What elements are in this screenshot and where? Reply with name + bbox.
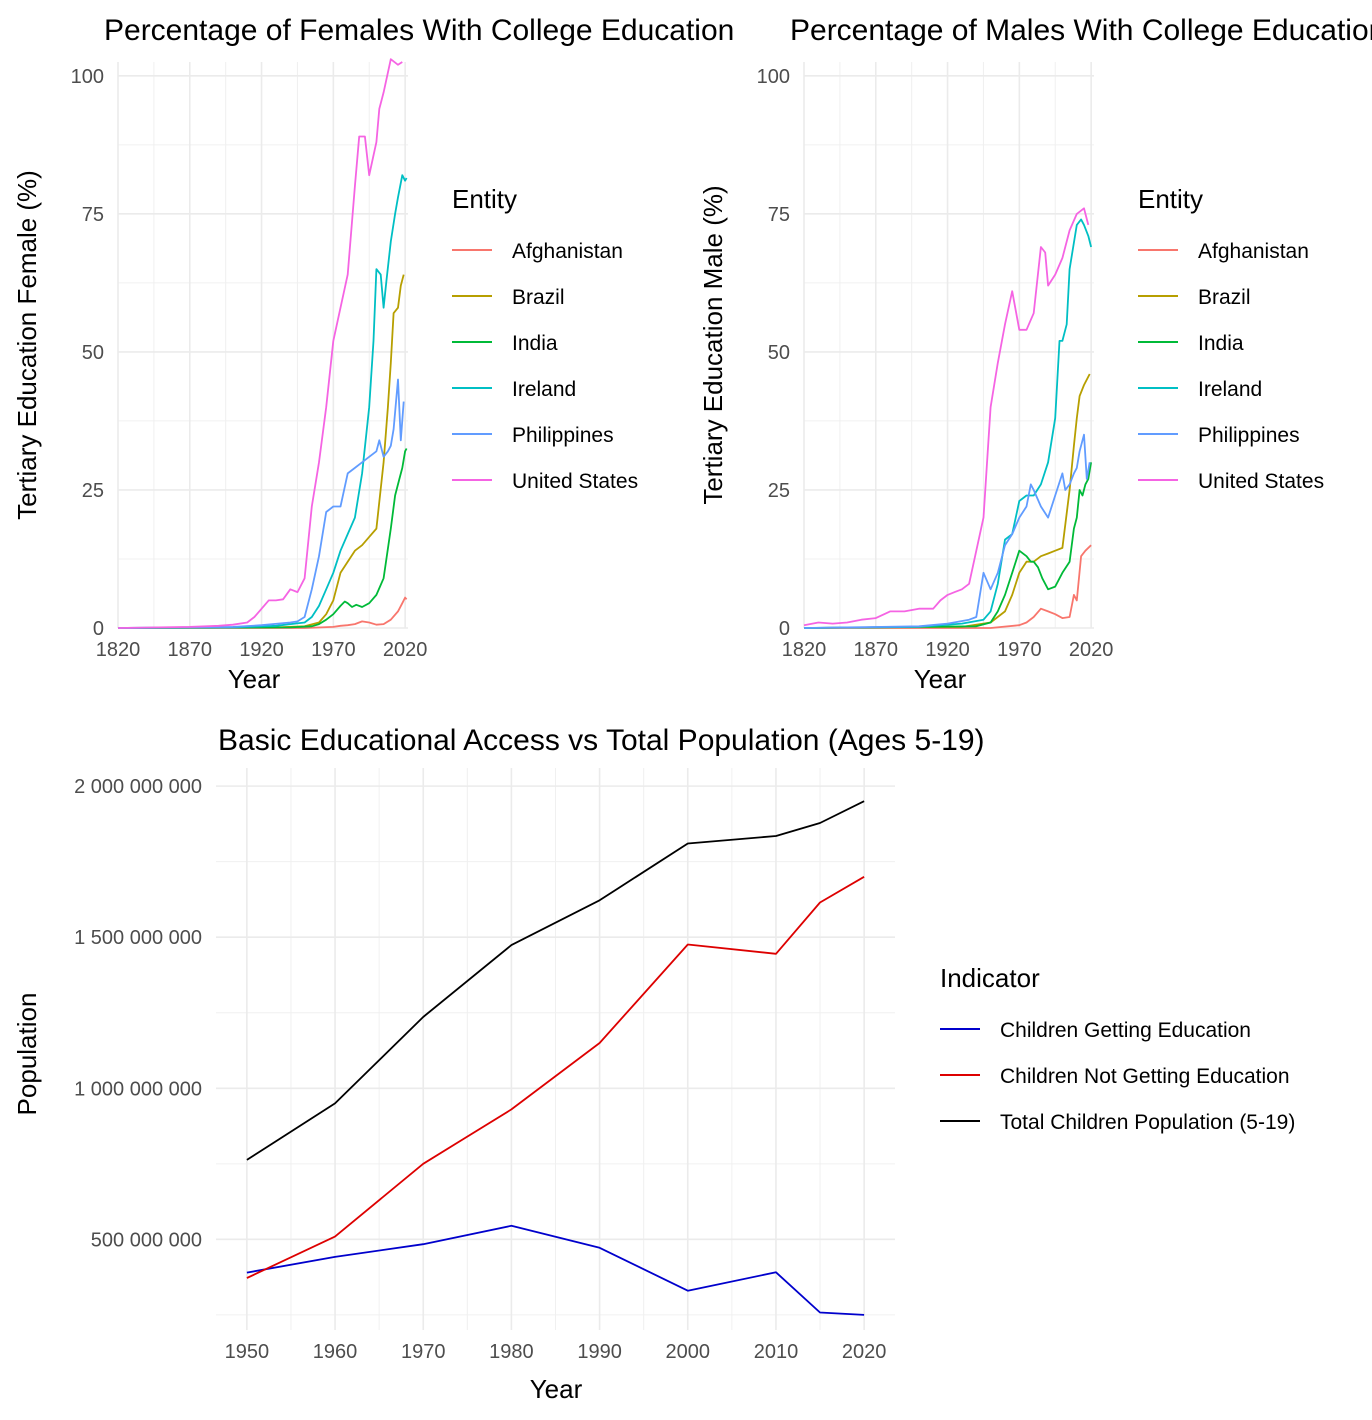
gridlines — [803, 62, 1094, 629]
x-tick-label: 1950 — [225, 1341, 270, 1363]
y-axis-title: Population — [12, 993, 42, 1116]
x-tick-label: 1820 — [782, 639, 827, 661]
y-axis-title: Tertiary Education Male (%) — [698, 185, 728, 504]
y-tick-label: 75 — [82, 204, 104, 226]
x-axis-title: Year — [530, 1374, 583, 1404]
x-tick-label: 1970 — [311, 639, 356, 661]
chart-3: 1950 1960 1970 1980 1990 2000 2010 2020 500 000 … — [12, 724, 1295, 1404]
x-tick-label: 1920 — [925, 639, 970, 661]
x-tick-label: 1870 — [854, 639, 899, 661]
y-tick-label: 0 — [93, 618, 104, 640]
x-tick-label: 2000 — [666, 1341, 711, 1363]
x-tick-label: 1870 — [168, 639, 213, 661]
series-group — [803, 207, 1092, 629]
y-tick-label: 500 000 000 — [91, 1229, 202, 1251]
legend-label: Afghanistan — [512, 240, 623, 263]
x-tick-label: 1970 — [401, 1341, 446, 1363]
y-tick-label: 75 — [768, 204, 790, 226]
gridlines — [216, 768, 895, 1330]
chart-title: Basic Educational Access vs Total Popula… — [218, 724, 985, 757]
series-line-india — [117, 448, 408, 629]
legend: Entity Afghanistan Brazil India Ireland Phili… — [452, 184, 638, 493]
legend-label: Afghanistan — [1198, 240, 1309, 263]
x-tick-label: 2020 — [1069, 639, 1114, 661]
legend-label: India — [1198, 332, 1244, 355]
y-axis-title: Tertiary Education Female (%) — [12, 170, 42, 520]
legend-label: United States — [512, 470, 638, 493]
x-tick-label: 2010 — [754, 1341, 799, 1363]
legend-label: Philippines — [1198, 424, 1300, 447]
y-tick-label: 1 000 000 000 — [74, 1078, 202, 1100]
legend-label: Children Not Getting Education — [1000, 1065, 1290, 1088]
x-tick-label: 2020 — [842, 1341, 887, 1363]
y-tick-label: 0 — [779, 618, 790, 640]
x-tick-label: 2020 — [383, 639, 428, 661]
series-group — [117, 58, 408, 629]
y-tick-label: 100 — [71, 66, 104, 88]
x-tick-label: 1820 — [96, 639, 141, 661]
series-line-brazil — [803, 373, 1091, 629]
series-line-philippines — [117, 378, 405, 629]
legend-label: Total Children Population (5-19) — [1000, 1111, 1295, 1134]
x-axis-title: Year — [228, 664, 281, 694]
legend-label: Philippines — [512, 424, 614, 447]
y-tick-label: 25 — [768, 480, 790, 502]
series-line-ireland — [117, 174, 408, 629]
series-line-philippines — [803, 433, 1091, 629]
legend: Indicator Children Getting Education Child… — [940, 963, 1295, 1134]
legend-label: United States — [1198, 470, 1324, 493]
x-axis-title: Year — [914, 664, 967, 694]
legend-label: Brazil — [512, 286, 565, 309]
series-line-united-states — [117, 58, 403, 629]
series-line-india — [803, 462, 1092, 629]
chart-1: 1820 1870 1920 1970 2020 0 25 50 75 100Percentage… — [12, 14, 734, 694]
legend-label: Ireland — [1198, 378, 1262, 401]
y-tick-label: 25 — [82, 480, 104, 502]
x-tick-label: 1920 — [239, 639, 284, 661]
legend-title: Entity — [1138, 184, 1203, 214]
legend-label: Ireland — [512, 378, 576, 401]
x-tick-label: 1970 — [997, 639, 1042, 661]
x-tick-label: 1960 — [313, 1341, 358, 1363]
series-line-afghanistan — [804, 544, 1092, 629]
y-tick-label: 50 — [82, 342, 104, 364]
legend-title: Entity — [452, 184, 517, 214]
chart-title: Percentage of Females With College Educa… — [104, 14, 734, 47]
series-line-children-not-getting-education — [246, 876, 865, 1279]
legend-title: Indicator — [940, 963, 1040, 993]
y-tick-label: 50 — [768, 342, 790, 364]
x-tick-label: 1990 — [577, 1341, 622, 1363]
series-line-children-getting-education — [246, 1224, 865, 1316]
y-tick-label: 100 — [757, 66, 790, 88]
chart-title: Percentage of Males With College Educati… — [790, 14, 1372, 47]
chart-2: 1820 1870 1920 1970 2020 0 25 50 75 100Percentage… — [698, 14, 1372, 694]
legend-label: Children Getting Education — [1000, 1019, 1251, 1042]
x-tick-label: 1980 — [489, 1341, 534, 1363]
series-line-ireland — [803, 218, 1092, 629]
legend-label: India — [512, 332, 558, 355]
y-tick-label: 1 500 000 000 — [74, 927, 202, 949]
series-line-afghanistan — [118, 596, 408, 629]
legend: Entity Afghanistan Brazil India Ireland Phili… — [1138, 184, 1324, 493]
series-line-total-children-population-5-19- — [246, 800, 865, 1161]
series-group — [246, 800, 865, 1316]
y-tick-label: 2 000 000 000 — [74, 776, 202, 798]
series-line-brazil — [117, 274, 405, 629]
series-line-united-states — [803, 207, 1090, 627]
legend-label: Brazil — [1198, 286, 1251, 309]
